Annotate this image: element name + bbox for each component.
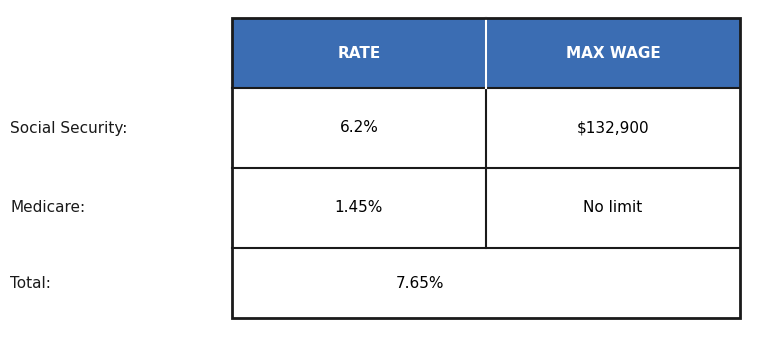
Bar bbox=[232, 88, 740, 318]
Text: 1.45%: 1.45% bbox=[335, 200, 384, 215]
Text: MAX WAGE: MAX WAGE bbox=[565, 45, 660, 61]
Text: Total:: Total: bbox=[10, 276, 51, 290]
Bar bbox=[232, 18, 740, 88]
Text: 6.2%: 6.2% bbox=[339, 120, 378, 135]
Text: 7.65%: 7.65% bbox=[396, 276, 444, 290]
Bar bbox=[232, 18, 740, 318]
Text: $132,900: $132,900 bbox=[577, 120, 649, 135]
Text: Medicare:: Medicare: bbox=[10, 200, 85, 215]
Text: No limit: No limit bbox=[584, 200, 643, 215]
Text: Social Security:: Social Security: bbox=[10, 120, 128, 135]
Text: RATE: RATE bbox=[338, 45, 380, 61]
